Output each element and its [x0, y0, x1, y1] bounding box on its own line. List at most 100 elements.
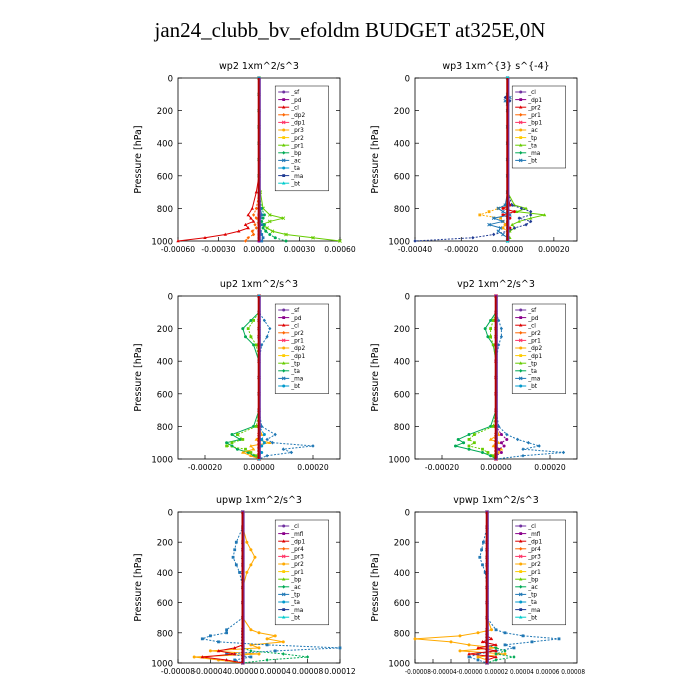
- x-tick-label: -0.00004: [193, 667, 227, 676]
- series-point-dp1: [494, 643, 498, 647]
- series-point-pr1: [524, 206, 528, 210]
- legend-marker: [282, 151, 286, 155]
- series-point-bp: [273, 236, 277, 240]
- series-point-tp: [497, 343, 501, 347]
- legend-label: _cl: [527, 524, 536, 530]
- series-point-pr1: [489, 335, 492, 339]
- legend-marker: [282, 174, 286, 177]
- series-line-dp1: [202, 512, 244, 664]
- legend-marker: [519, 143, 523, 147]
- series-point-tp: [471, 235, 475, 240]
- series-point-ta: [487, 222, 491, 227]
- series-point-pr1: [254, 343, 258, 347]
- series-point-dp1: [233, 652, 237, 656]
- series-point-pr2: [249, 444, 253, 448]
- series-point-ma: [502, 444, 506, 448]
- series-point-dp1: [486, 335, 490, 339]
- series-point-tp: [265, 643, 269, 647]
- legend-marker: [281, 338, 286, 343]
- y-tick-label: 0: [168, 293, 173, 303]
- series-point-tp: [209, 634, 212, 638]
- series-point-pr2: [257, 631, 261, 635]
- legend-label: _bp: [290, 577, 302, 583]
- legend-marker: [282, 532, 286, 535]
- series-point-dp2: [223, 232, 227, 236]
- legend-marker: [519, 98, 523, 101]
- series-point-tp: [281, 447, 285, 452]
- y-tick-label: 800: [157, 629, 173, 639]
- x-tick-label: 0.00020: [534, 463, 566, 472]
- y-tick-label: 0: [405, 509, 410, 519]
- series-point-bp: [262, 223, 266, 227]
- legend-label: _dp2: [290, 113, 305, 119]
- panel-title: vpwp 1xm^2/s^3: [453, 495, 539, 506]
- series-point-dp2: [203, 235, 207, 240]
- series-point-tp: [249, 655, 253, 659]
- series-point-dp1: [467, 447, 471, 451]
- series-point-pr1: [481, 447, 484, 451]
- series-point-tp: [289, 450, 293, 455]
- x-tick-label: 0.00008: [292, 667, 324, 676]
- series-point-tp: [273, 649, 277, 653]
- y-tick-label: 800: [157, 423, 173, 433]
- series-point-pr1: [267, 213, 272, 217]
- series-point-tp: [478, 555, 482, 559]
- legend-label: _cl: [527, 90, 536, 96]
- y-tick-label: 600: [394, 599, 410, 609]
- y-tick-label: 1000: [388, 238, 410, 248]
- legend-marker: [519, 346, 523, 350]
- x-tick-label: -0.00020: [188, 463, 222, 472]
- legend-marker: [282, 308, 286, 312]
- series-point-dp1: [454, 444, 457, 448]
- legend-marker: [519, 105, 523, 109]
- legend-label: _dp1: [290, 354, 305, 360]
- y-tick-label: 200: [394, 325, 410, 335]
- series-point-pr1: [284, 232, 288, 237]
- legend-label: _ta: [290, 600, 300, 606]
- legend-marker: [519, 562, 523, 566]
- legend-label: _pr3: [290, 128, 304, 134]
- series-point-dp1: [456, 437, 460, 441]
- y-tick-label: 400: [394, 569, 410, 579]
- series-point-dp1: [249, 318, 253, 322]
- series-point-pr2: [497, 450, 501, 454]
- legend-marker: [282, 166, 286, 170]
- series-point-ma: [499, 450, 503, 454]
- series-point-pr2: [490, 628, 493, 632]
- series-point-tp: [529, 219, 533, 224]
- series-point-ma: [260, 239, 264, 243]
- x-tick-label: -0.00020: [425, 463, 459, 472]
- legend-label: _ma: [290, 174, 304, 180]
- legend-label: _ta: [527, 143, 537, 149]
- legend-marker: [519, 615, 523, 619]
- legend-label: _pr1: [290, 339, 304, 345]
- series-point-bp: [261, 216, 265, 220]
- series-point-pr1: [338, 239, 342, 243]
- series-point-pr1: [254, 425, 258, 428]
- legend-marker: [519, 90, 523, 94]
- legend-marker: [519, 570, 523, 573]
- series-point-bp: [494, 658, 498, 662]
- panel-5: upwp 1xm^2/s^3 Pressure [hPa] 0 200 400 600 80…: [133, 495, 356, 676]
- legend-marker: [282, 600, 286, 604]
- series-point-ma: [262, 441, 266, 445]
- series-point-ta: [503, 203, 508, 207]
- series-point-pr1: [473, 441, 476, 445]
- series-point-tp: [265, 437, 269, 442]
- y-tick-label: 400: [157, 140, 173, 150]
- series-point-dp2: [176, 239, 180, 243]
- series-line-bp: [486, 512, 515, 664]
- legend-marker: [282, 136, 286, 139]
- series-point-pr1: [249, 451, 253, 454]
- y-axis-label: Pressure [hPa]: [370, 125, 381, 193]
- x-tick-label: 0.00030: [284, 245, 316, 254]
- series-line-tp: [200, 512, 341, 664]
- series-line-pr2: [194, 512, 284, 664]
- panel-title: upwp 1xm^2/s^3: [216, 495, 302, 506]
- legend-marker: [282, 608, 286, 611]
- series-point-tp: [510, 203, 514, 207]
- series-point-dp1: [246, 450, 250, 454]
- series-point-dp1: [467, 433, 471, 437]
- legend-label: _sf: [290, 90, 300, 96]
